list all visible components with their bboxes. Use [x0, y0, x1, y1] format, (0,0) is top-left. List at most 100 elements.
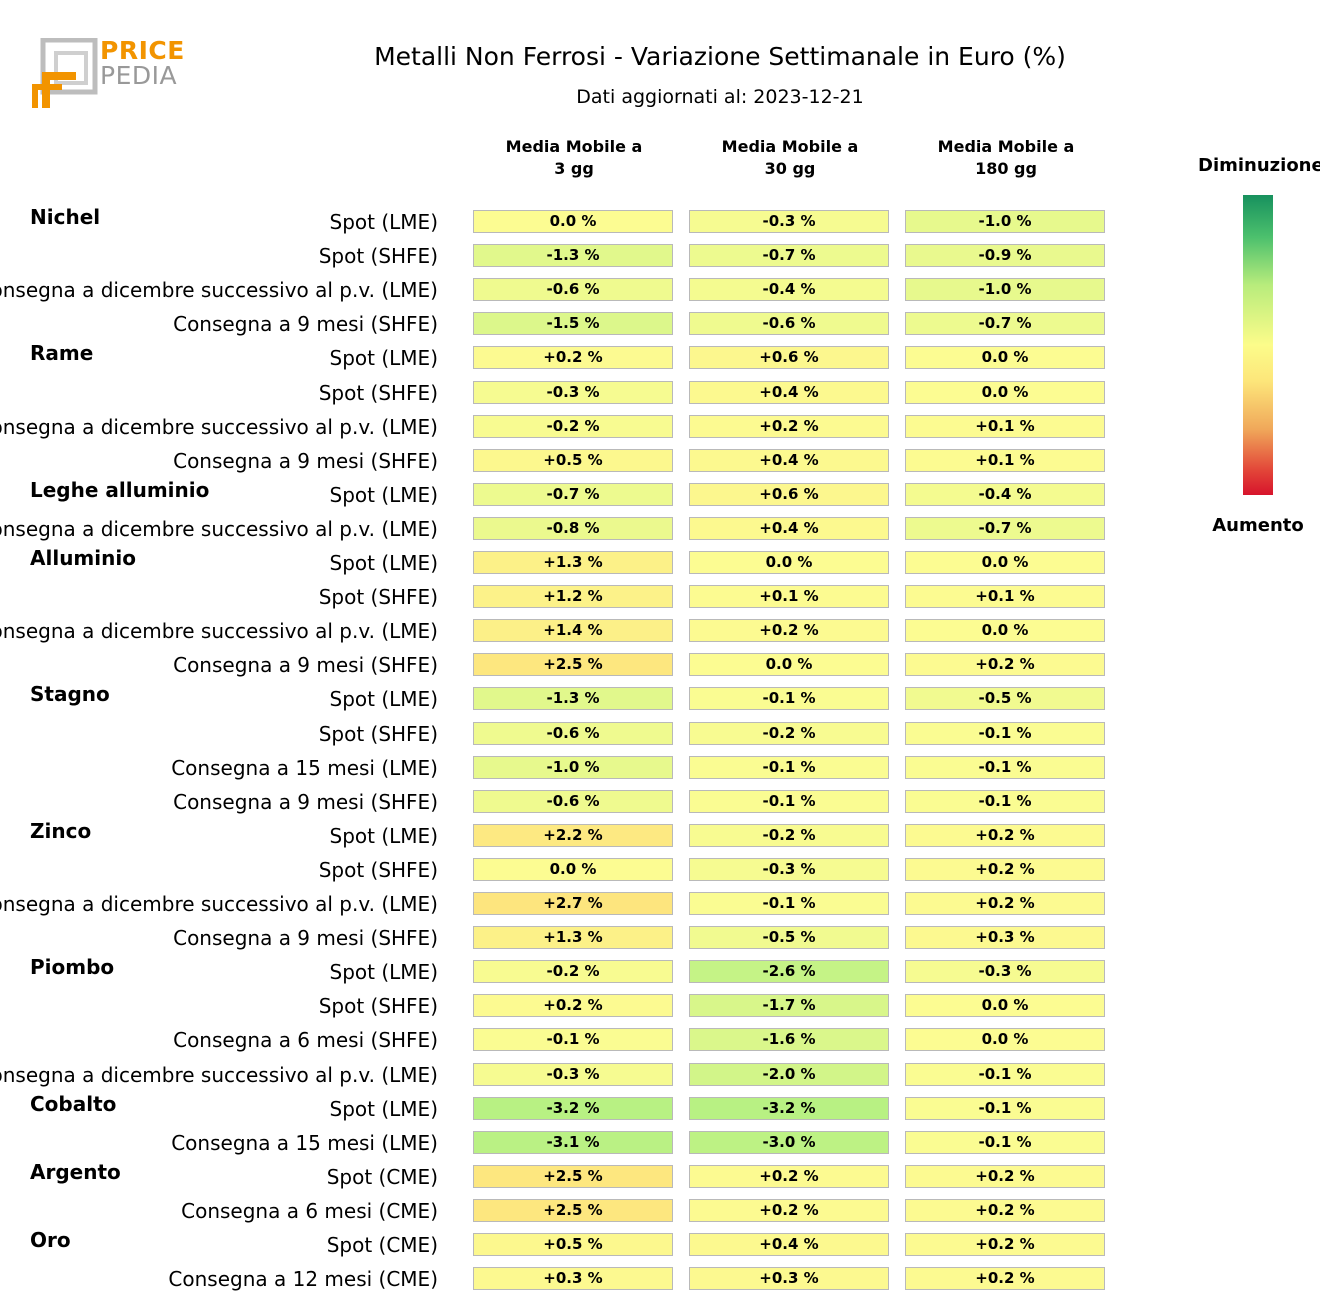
heatmap-cell: -0.6 % — [689, 312, 889, 336]
heatmap-cell: -0.1 % — [905, 1096, 1105, 1120]
row-label: Spot (LME) — [329, 551, 438, 575]
heatmap-cell: +0.3 % — [473, 1267, 673, 1291]
row-label: Consegna a 12 mesi (CME) — [168, 1267, 438, 1292]
heatmap-cell: -0.5 % — [689, 926, 889, 950]
heatmap-cell: +0.1 % — [689, 585, 889, 609]
row-label: Consegna a 9 mesi (SHFE) — [173, 926, 438, 951]
column-header-line1: Media Mobile a — [721, 137, 859, 156]
row-label: Consegna a dicembre successivo al p.v. (… — [0, 1062, 438, 1087]
heatmap-cell: +2.5 % — [473, 653, 673, 677]
row-label: Spot (LME) — [329, 482, 438, 507]
heatmap-cell: -0.1 % — [473, 1028, 673, 1052]
heatmap-cell: +0.1 % — [905, 414, 1105, 438]
row-label: Spot (CME) — [326, 1233, 438, 1257]
heatmap-cell: -0.2 % — [689, 823, 889, 847]
heatmap-cell: -3.0 % — [689, 1130, 889, 1154]
heatmap-cell: +0.2 % — [905, 1267, 1105, 1291]
heatmap-cell: +0.2 % — [689, 1164, 889, 1188]
row-label: Consegna a 9 mesi (SHFE) — [173, 789, 438, 814]
group-label: Argento — [30, 1159, 121, 1184]
heatmap-cell: -0.3 % — [473, 380, 673, 404]
heatmap-cell: -3.1 % — [473, 1130, 673, 1154]
heatmap-cell: -0.7 % — [905, 312, 1105, 336]
heatmap-cell: 0.0 % — [689, 653, 889, 677]
row-label: Spot (LME) — [329, 687, 438, 712]
heatmap-cell: -0.3 % — [689, 210, 889, 233]
heatmap-cell: +1.4 % — [473, 619, 673, 643]
heatmap-cell: +2.5 % — [473, 1198, 673, 1222]
row-label: Consegna a 6 mesi (SHFE) — [173, 1028, 438, 1053]
heatmap-cell: +0.5 % — [473, 1233, 673, 1256]
heatmap-cell: +0.2 % — [905, 1233, 1105, 1256]
heatmap-cell: +2.2 % — [473, 823, 673, 847]
row-label: Spot (SHFE) — [318, 857, 438, 882]
heatmap-cell: -1.0 % — [473, 755, 673, 779]
row-label: Spot (SHFE) — [318, 721, 438, 746]
heatmap-cell: -2.6 % — [689, 960, 889, 984]
heatmap-cell: -0.2 % — [689, 721, 889, 745]
row-label: Consegna a 9 mesi (SHFE) — [173, 312, 438, 337]
logo-wordmark: PRICE PEDIA — [100, 38, 185, 88]
heatmap-cell: +0.2 % — [905, 653, 1105, 677]
group-label: Cobalto — [30, 1091, 117, 1116]
logo-pedia-text: PEDIA — [100, 61, 178, 90]
heatmap-cell: -0.1 % — [689, 789, 889, 813]
row-label: Consegna a dicembre successivo al p.v. (… — [0, 619, 438, 644]
legend-color-scale — [1243, 195, 1273, 495]
heatmap-cell: +2.5 % — [473, 1164, 673, 1188]
heatmap-cell: -1.3 % — [473, 244, 673, 268]
group-label: Alluminio — [30, 546, 136, 570]
heatmap-cell: -0.6 % — [473, 278, 673, 302]
heatmap-cell: -0.1 % — [689, 755, 889, 779]
heatmap-cell: +0.4 % — [689, 380, 889, 404]
heatmap-cell: +0.6 % — [689, 346, 889, 370]
heatmap-cell: -3.2 % — [473, 1096, 673, 1120]
heatmap-cell: -0.7 % — [689, 244, 889, 268]
heatmap-cell: -0.1 % — [905, 721, 1105, 745]
row-label: Spot (LME) — [329, 960, 438, 985]
heatmap-cell: +2.7 % — [473, 892, 673, 915]
heatmap-cell: -1.0 % — [905, 210, 1105, 233]
logo-price-text: PRICE — [100, 36, 185, 65]
heatmap-cell: +0.2 % — [473, 346, 673, 370]
row-label: Spot (SHFE) — [318, 994, 438, 1019]
heatmap-cell: -0.3 % — [905, 960, 1105, 984]
row-label: Consegna a 15 mesi (LME) — [171, 755, 438, 780]
group-label: Stagno — [30, 682, 110, 707]
group-label: Leghe alluminio — [30, 477, 210, 502]
heatmap-cell: +0.2 % — [689, 1198, 889, 1222]
heatmap-cell: 0.0 % — [905, 994, 1105, 1018]
heatmap-cell: -0.4 % — [689, 278, 889, 302]
heatmap-cell: -0.2 % — [473, 960, 673, 984]
group-label: Piombo — [30, 955, 115, 980]
heatmap-cell: -0.1 % — [905, 1130, 1105, 1154]
column-header: Media Mobile a 180 gg — [905, 136, 1107, 180]
heatmap-cell: 0.0 % — [905, 1028, 1105, 1052]
heatmap-cell: 0.0 % — [905, 551, 1105, 574]
heatmap-cell: -0.1 % — [905, 789, 1105, 813]
pricepedia-logo-icon — [32, 38, 98, 108]
legend-bottom-label: Aumento — [1212, 515, 1304, 536]
heatmap-cell: -0.1 % — [905, 1062, 1105, 1086]
heatmap-cell: 0.0 % — [689, 551, 889, 574]
heatmap-cell: +0.2 % — [905, 1164, 1105, 1188]
heatmap-cell: +0.4 % — [689, 448, 889, 472]
chart-subtitle: Dati aggiornati al: 2023-12-21 — [576, 86, 864, 108]
heatmap-cell: +1.3 % — [473, 551, 673, 574]
heatmap-cell: -1.7 % — [689, 994, 889, 1018]
group-label: Oro — [30, 1228, 71, 1252]
heatmap-cell: +0.2 % — [689, 619, 889, 643]
group-label: Nichel — [30, 205, 101, 229]
row-label: Consegna a 9 mesi (SHFE) — [173, 448, 438, 473]
row-label: Consegna a dicembre successivo al p.v. (… — [0, 516, 438, 541]
row-label: Spot (SHFE) — [318, 585, 438, 610]
heatmap-cell: -0.6 % — [473, 789, 673, 813]
legend-top-label: Diminuzione — [1198, 155, 1320, 176]
row-label: Spot (SHFE) — [318, 244, 438, 269]
heatmap-cell: +0.5 % — [473, 448, 673, 472]
heatmap-cell: -0.9 % — [905, 244, 1105, 268]
heatmap-cell: 0.0 % — [905, 380, 1105, 404]
heatmap-cell: +0.2 % — [905, 892, 1105, 915]
chart-title: Metalli Non Ferrosi - Variazione Settima… — [374, 42, 1066, 71]
heatmap-cell: +1.3 % — [473, 926, 673, 950]
